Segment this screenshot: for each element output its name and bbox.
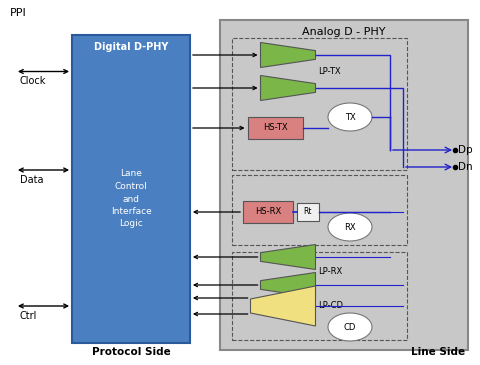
Polygon shape xyxy=(261,42,315,68)
Text: Clock: Clock xyxy=(20,77,47,87)
Ellipse shape xyxy=(328,313,372,341)
Text: Analog D - PHY: Analog D - PHY xyxy=(302,27,386,37)
Ellipse shape xyxy=(328,103,372,131)
FancyBboxPatch shape xyxy=(248,117,302,139)
Text: Line Side: Line Side xyxy=(411,347,465,357)
Text: RX: RX xyxy=(344,223,356,231)
Text: TX: TX xyxy=(345,112,355,122)
Text: LP-CD: LP-CD xyxy=(319,301,344,311)
Polygon shape xyxy=(261,273,315,297)
Text: Protocol Side: Protocol Side xyxy=(92,347,170,357)
Polygon shape xyxy=(251,286,315,326)
FancyBboxPatch shape xyxy=(297,203,319,221)
Text: LP-TX: LP-TX xyxy=(319,67,341,76)
Text: Dp: Dp xyxy=(458,145,473,155)
FancyBboxPatch shape xyxy=(220,20,468,350)
Text: Rt: Rt xyxy=(304,207,312,216)
Ellipse shape xyxy=(328,213,372,241)
Polygon shape xyxy=(261,245,315,269)
Polygon shape xyxy=(261,76,315,100)
Text: Lane
Control
and
Interface
Logic: Lane Control and Interface Logic xyxy=(110,169,151,228)
Text: HS-RX: HS-RX xyxy=(255,207,281,216)
Text: PPI: PPI xyxy=(10,8,27,18)
Text: CD: CD xyxy=(344,323,356,331)
Text: Dn: Dn xyxy=(458,162,473,172)
Text: Ctrl: Ctrl xyxy=(20,311,37,321)
FancyBboxPatch shape xyxy=(72,35,190,343)
FancyBboxPatch shape xyxy=(243,201,293,223)
Text: Data: Data xyxy=(20,175,44,185)
Text: LP-RX: LP-RX xyxy=(319,266,343,276)
Text: HS-TX: HS-TX xyxy=(263,123,288,132)
Text: Digital D-PHY: Digital D-PHY xyxy=(94,42,168,52)
